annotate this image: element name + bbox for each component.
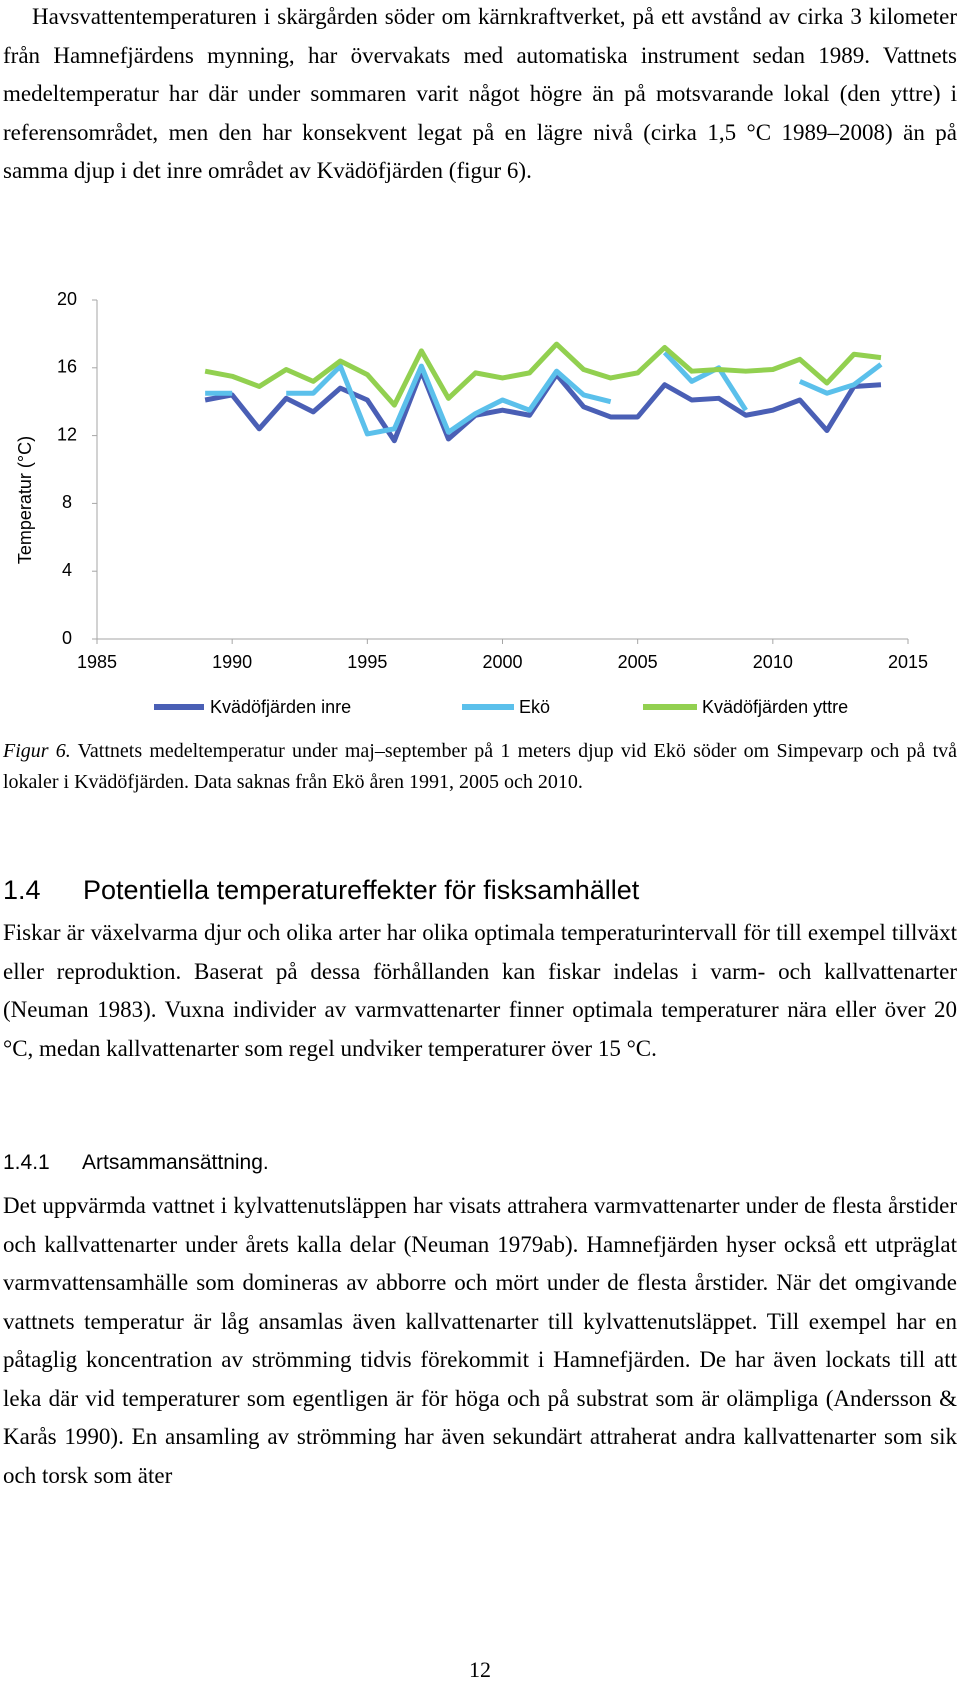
y-axis-label: Temperatur (°C) (15, 436, 35, 564)
y-tick-label: 12 (57, 424, 77, 444)
heading-title: Artsammansättning. (82, 1151, 269, 1174)
x-tick-label: 1990 (212, 652, 252, 672)
series-line (798, 362, 883, 396)
x-tick-label: 2005 (618, 652, 658, 672)
series-line (286, 363, 612, 437)
series-line (662, 350, 748, 412)
y-tick-label: 20 (57, 289, 77, 309)
series-line (204, 341, 882, 408)
figure-caption: Figur 6. Vattnets medeltemperatur under … (3, 736, 957, 798)
subsection-heading: 1.4.1 Artsammansättning. (3, 1151, 269, 1175)
caption-text: Vattnets medeltemperatur under maj–septe… (3, 740, 958, 793)
legend-label: Ekö (519, 697, 550, 717)
caption-label: Figur 6. (3, 740, 71, 762)
chart: Temperatur (°C) 0 4 8 12 16 20 1985 1990 1995 200… (15, 289, 928, 717)
section-heading: 1.4 Potentiella temperatureffekter för fi… (3, 875, 639, 906)
paragraph: Det uppvärmda vattnet i kylvattenutsläpp… (3, 1193, 957, 1488)
y-tick-label: 16 (57, 357, 77, 377)
x-tick-label: 2010 (753, 652, 793, 672)
heading-number: 1.4.1 (3, 1151, 50, 1174)
legend-label: Kvädöfjärden yttre (702, 697, 848, 717)
x-tick-label: 1985 (77, 652, 117, 672)
paragraph: Fiskar är växelvarma djur och olika arte… (3, 920, 957, 1061)
x-tick-label: 2015 (888, 652, 928, 672)
heading-number: 1.4 (3, 875, 41, 905)
y-tick-label: 8 (62, 492, 72, 512)
y-tick-label: 4 (62, 560, 72, 580)
legend-label: Kvädöfjärden inre (210, 697, 351, 717)
page-number: 12 (469, 1657, 491, 1682)
heading-title: Potentiella temperatureffekter för fisks… (83, 875, 640, 905)
y-tick-label: 0 (62, 628, 72, 648)
paragraph: Havsvattentemperaturen i skärgården söde… (3, 4, 957, 183)
series-line (204, 368, 882, 444)
x-tick-label: 2000 (482, 652, 522, 672)
x-tick-label: 1995 (347, 652, 387, 672)
